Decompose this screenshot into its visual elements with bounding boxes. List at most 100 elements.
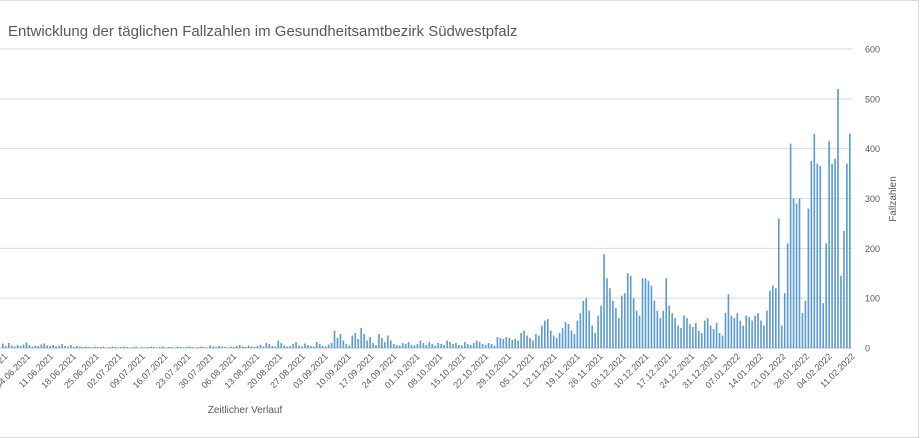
bar: [807, 208, 810, 348]
bar: [292, 344, 294, 348]
bar: [90, 347, 93, 348]
bar: [780, 325, 783, 348]
bar: [138, 347, 140, 348]
bar: [431, 344, 434, 348]
bar: [64, 346, 66, 348]
bar: [10, 345, 13, 348]
bar: [76, 346, 78, 348]
bar: [392, 344, 395, 348]
bar: [635, 310, 638, 349]
y-tick-label: 300: [865, 194, 880, 204]
bar: [422, 343, 425, 348]
bar: [671, 313, 673, 348]
bar: [742, 325, 745, 348]
bar: [150, 346, 152, 348]
bar: [739, 320, 742, 348]
bar: [644, 278, 647, 348]
bar: [176, 346, 179, 348]
y-tick-label: 200: [865, 244, 880, 254]
bar: [315, 342, 318, 348]
bar: [277, 340, 280, 348]
bar: [164, 347, 167, 348]
bar: [375, 345, 377, 348]
bar: [256, 346, 259, 348]
bar: [650, 285, 653, 348]
bar: [19, 346, 22, 348]
bar: [579, 313, 582, 348]
bar: [274, 346, 277, 348]
bar: [689, 324, 691, 348]
bar: [469, 345, 472, 348]
bar: [407, 342, 410, 348]
x-tick-labels: .202104.06.202111.06.202118.06.202125.06…: [0, 351, 857, 390]
bar: [564, 322, 567, 348]
bar: [200, 346, 203, 348]
bar: [789, 143, 792, 348]
bar: [268, 344, 271, 348]
bar: [822, 303, 825, 348]
bar: [147, 347, 149, 348]
bar: [158, 347, 161, 348]
bar: [804, 300, 807, 348]
bar: [730, 315, 733, 348]
bar: [686, 318, 688, 348]
bar: [499, 338, 502, 348]
bar: [173, 347, 176, 348]
bar: [700, 333, 703, 348]
bar: [79, 346, 81, 348]
bar: [680, 328, 682, 348]
bar: [102, 346, 105, 348]
bar: [111, 346, 114, 348]
bar: [600, 305, 602, 348]
bar: [461, 345, 463, 348]
bar: [93, 346, 96, 348]
bar: [262, 346, 265, 348]
bar: [484, 345, 487, 348]
bar: [194, 347, 197, 348]
bar: [703, 320, 706, 348]
bar: [304, 343, 306, 348]
bar: [641, 278, 644, 348]
bar: [182, 347, 185, 348]
bar: [132, 347, 134, 348]
bar: [230, 346, 232, 348]
bar: [618, 318, 620, 348]
bar: [241, 346, 244, 348]
bar: [170, 347, 173, 348]
bar: [659, 318, 662, 348]
bar: [81, 347, 84, 348]
bar: [428, 342, 431, 348]
bar: [549, 330, 552, 348]
bar: [360, 328, 362, 348]
bar: [141, 347, 143, 348]
bar: [567, 324, 570, 348]
bar: [777, 218, 780, 348]
bar: [588, 310, 591, 349]
bar: [354, 333, 357, 348]
bar: [235, 346, 238, 348]
bar: [16, 345, 19, 348]
bar: [475, 340, 478, 348]
bar: [520, 333, 522, 348]
bar: [490, 344, 493, 348]
bar: [721, 335, 724, 348]
bar: [40, 344, 43, 348]
bar: [511, 340, 514, 348]
bar: [629, 275, 632, 348]
bar: [253, 347, 256, 348]
bar: [126, 347, 129, 348]
bar: [517, 340, 519, 348]
bar: [99, 347, 102, 348]
x-axis-title: Zeitlicher Verlauf: [208, 405, 283, 416]
bar: [372, 343, 374, 348]
y-tick-labels: 0 100 200 300 400 500 600: [865, 45, 880, 354]
bar: [425, 345, 428, 348]
bar: [810, 161, 813, 349]
bar: [576, 320, 579, 348]
bar: [203, 347, 206, 348]
bar: [706, 318, 709, 348]
bar: [250, 346, 253, 348]
bar: [185, 347, 188, 348]
bar: [594, 333, 596, 348]
bar: [369, 337, 371, 348]
